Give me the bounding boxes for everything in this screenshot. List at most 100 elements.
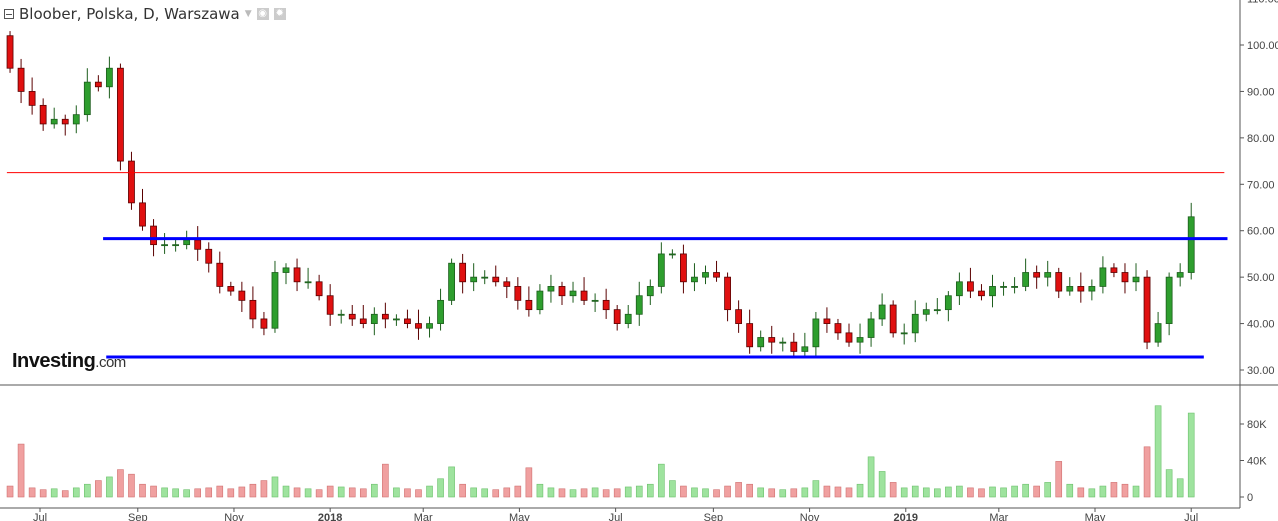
candle [680,253,687,283]
candle [1055,272,1063,292]
candle [238,290,246,301]
candle [381,313,389,320]
candle [150,225,157,246]
x-tick-label: May [509,512,530,521]
volume-bar [591,487,599,498]
volume-bar [1176,478,1184,498]
candle [1165,276,1173,324]
volume-bar [536,483,544,498]
candle [911,313,919,334]
candle [337,313,345,316]
x-tick-label: Sep [128,512,148,521]
candle [867,318,875,338]
volume-bar [525,467,533,498]
volume-bar [448,466,455,498]
dropdown-caret-icon[interactable]: ▼ [244,9,252,19]
candle [117,67,124,162]
x-tick-label: Jul [1184,512,1198,521]
candle [1011,286,1018,288]
volume-bar [624,486,632,498]
candle [724,276,731,311]
volume-bar [481,488,489,498]
candle [94,81,102,88]
volume-bar [602,489,610,498]
candle [878,304,886,320]
candle [735,309,743,324]
volume-bar [1011,485,1018,498]
volume-bar [17,443,25,498]
trend-lines [6,172,1228,359]
volume-bar [779,489,787,498]
candle [834,323,842,334]
volume-bar [415,489,422,498]
candle [415,323,422,329]
candle [61,118,69,125]
volume-bar [315,489,323,498]
candle [989,286,996,297]
volume-bar [978,488,985,498]
candle [558,286,566,297]
candle [591,299,599,302]
candle [967,281,974,292]
candle [889,304,897,334]
candle [955,281,963,297]
candle [1176,272,1184,278]
volume-bar [72,487,80,498]
candle [348,313,356,320]
y-tick-label: 70.00 [1247,179,1275,191]
y-tick-label: 80.00 [1247,133,1275,145]
volume-bar [812,480,820,498]
chart-title: Bloober, Polska, D, Warszawa [19,5,240,23]
volume-bar [95,480,102,498]
candle [1099,267,1107,287]
volume-bar [371,483,378,498]
volume-bar [1077,487,1085,498]
volume-bar [856,483,864,498]
candle [139,202,146,227]
volume-bar [1088,488,1096,498]
volume-bar [161,487,168,498]
volume-bar [514,485,522,498]
y-tick-label: 60.00 [1247,226,1275,238]
volume-bar [426,485,433,498]
candle [536,290,544,311]
volume-bar [50,488,58,498]
collapse-icon[interactable] [4,9,14,19]
volume-bar [702,488,709,498]
volume-bar [878,471,886,498]
volume-bar [967,487,974,498]
candle [602,299,610,311]
candle [1022,272,1030,287]
volume-bar [293,487,301,498]
volume-bar [28,487,36,498]
candle [260,318,268,329]
candle [28,91,36,106]
volume-bar [1154,405,1162,498]
candle [801,346,809,352]
volume-bar [227,488,235,498]
volume-bar [613,488,621,498]
volume-bar [304,488,312,498]
candle [470,276,478,283]
candle [1143,276,1151,343]
volume-bar [238,486,246,498]
volume-bar [1165,469,1173,498]
eye-icon[interactable]: ◉ [256,8,269,20]
candle [370,313,378,324]
x-tick-label: Sep [704,512,724,521]
volume-bar [900,487,908,498]
candle [83,81,91,116]
volume-bar [580,488,588,498]
volume-bars [6,405,1195,498]
volume-tick-label: 0 [1247,492,1253,504]
candle [823,318,831,324]
volume-bar [735,482,742,498]
volume-bar [823,485,831,498]
candle [978,290,985,297]
x-tick-label: Mar [414,512,433,521]
volume-bar [117,469,124,498]
volume-bar [558,488,566,498]
gear-icon[interactable]: ✹ [273,8,286,20]
x-tick-label: Nov [800,512,820,521]
